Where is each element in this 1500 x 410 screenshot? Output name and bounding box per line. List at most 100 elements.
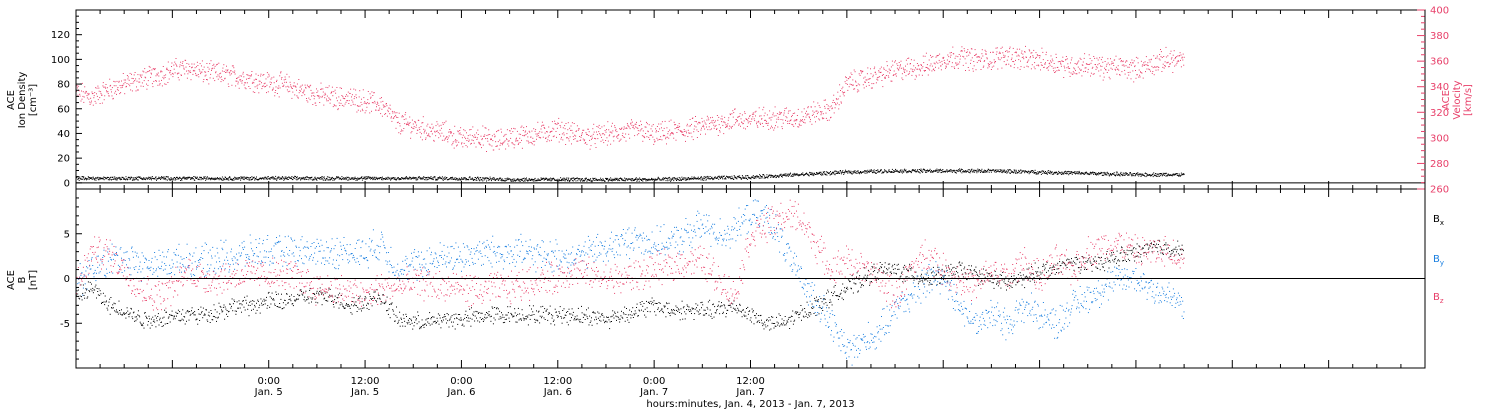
data-point: [439, 176, 441, 178]
data-point: [1167, 174, 1169, 176]
data-point: [796, 173, 798, 175]
data-point: [706, 126, 707, 128]
data-point: [965, 171, 967, 173]
data-point: [309, 85, 311, 87]
data-point: [1046, 173, 1048, 175]
data-point: [326, 95, 328, 97]
data-point: [330, 92, 332, 94]
data-point: [519, 137, 521, 139]
data-point: [382, 179, 384, 181]
data-point: [958, 63, 960, 65]
data-point: [121, 309, 122, 311]
data-point: [872, 76, 874, 78]
data-point: [827, 171, 829, 173]
data-point: [935, 56, 937, 58]
data-point: [1018, 59, 1020, 61]
data-point: [1107, 172, 1109, 174]
data-point: [1057, 61, 1059, 63]
data-point: [145, 72, 147, 74]
data-point: [1097, 173, 1099, 174]
data-point: [784, 175, 786, 177]
data-point: [408, 177, 410, 179]
data-point: [180, 178, 182, 179]
data-point: [700, 133, 701, 135]
data-point: [1081, 173, 1083, 174]
data-point: [1068, 71, 1070, 73]
data-point: [778, 118, 780, 120]
data-point: [437, 132, 439, 134]
data-point: [366, 177, 367, 179]
data-point: [654, 140, 656, 142]
data-point: [1039, 171, 1041, 173]
data-point: [554, 120, 556, 122]
data-point: [85, 92, 87, 94]
data-point: [625, 140, 627, 142]
data-point: [580, 136, 582, 138]
data-point: [928, 68, 930, 70]
data-point: [927, 170, 929, 171]
data-point: [600, 134, 602, 136]
data-point: [428, 177, 430, 179]
data-point: [138, 78, 140, 80]
data-point: [980, 60, 981, 62]
data-point: [999, 51, 1001, 53]
data-point: [345, 95, 347, 97]
data-point: [554, 179, 556, 181]
data-point: [285, 177, 287, 179]
data-point: [428, 133, 430, 135]
data-point: [883, 172, 885, 173]
data-point: [741, 177, 743, 179]
data-point: [299, 89, 301, 91]
data-point: [161, 71, 163, 73]
data-point: [606, 137, 608, 139]
data-point: [1078, 60, 1080, 62]
data-point: [204, 177, 206, 179]
data-point: [692, 178, 694, 180]
data-point: [1155, 66, 1157, 68]
data-point: [355, 179, 357, 181]
data-point: [982, 170, 984, 172]
data-point: [946, 63, 948, 65]
data-point: [227, 177, 229, 179]
data-point: [332, 106, 334, 108]
data-point: [875, 170, 877, 172]
data-point: [688, 125, 690, 127]
data-point: [330, 177, 332, 179]
data-point: [225, 72, 227, 73]
data-point: [881, 75, 883, 76]
data-point: [520, 133, 522, 135]
data-point: [878, 170, 880, 172]
data-point: [1019, 68, 1021, 70]
data-point: [790, 119, 792, 121]
data-point: [1183, 56, 1185, 58]
data-point: [983, 172, 985, 173]
data-point: [999, 59, 1001, 61]
data-point: [673, 137, 675, 139]
data-point: [895, 75, 897, 77]
data-point: [519, 180, 521, 182]
data-point: [560, 180, 562, 182]
data-point: [246, 177, 248, 179]
data-point: [126, 179, 128, 181]
data-point: [567, 180, 569, 182]
data-point: [372, 102, 374, 104]
data-point: [821, 173, 823, 175]
data-point: [1007, 169, 1009, 171]
data-point: [355, 94, 357, 96]
data-point: [1138, 69, 1140, 71]
data-point: [672, 132, 674, 134]
data-point: [750, 178, 752, 180]
data-point: [1050, 172, 1052, 173]
data-point: [471, 177, 473, 179]
data-point: [706, 176, 708, 178]
data-point: [883, 171, 885, 173]
data-point: [253, 82, 255, 84]
data-point: [150, 178, 152, 180]
data-point: [196, 176, 198, 178]
data-point: [183, 176, 185, 178]
data-point: [608, 135, 610, 137]
data-point: [998, 58, 1000, 60]
data-point: [863, 171, 865, 173]
data-point: [1173, 50, 1175, 52]
data-point: [623, 179, 625, 181]
